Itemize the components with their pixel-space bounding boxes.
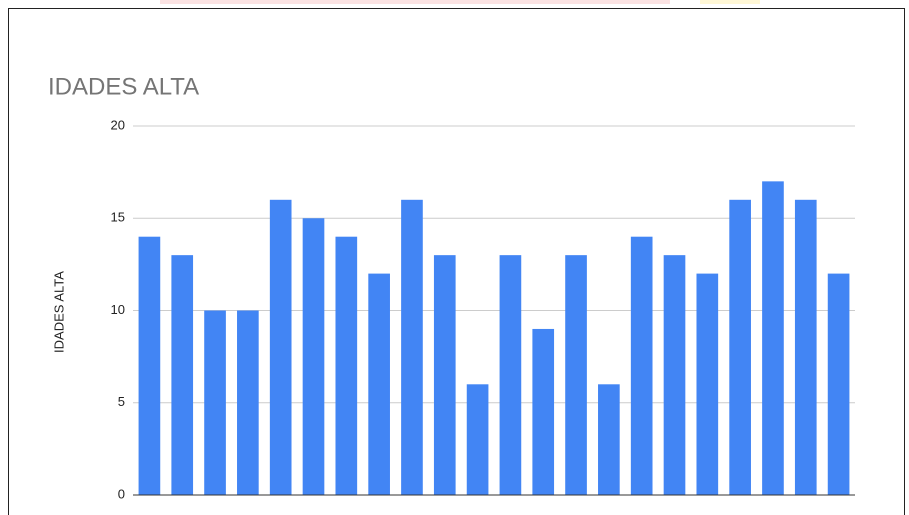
top-strip — [160, 0, 670, 4]
y-tick-label: 10 — [111, 302, 125, 317]
bar — [138, 236, 161, 495]
y-tick-label: 0 — [118, 486, 125, 501]
y-axis-label: IDADES ALTA — [51, 271, 66, 353]
bar — [729, 199, 751, 496]
bar — [433, 255, 456, 495]
bar — [368, 273, 390, 495]
bar — [598, 384, 620, 495]
y-tick-label: 15 — [111, 210, 125, 225]
bar — [302, 218, 325, 495]
top-strip — [700, 0, 760, 4]
bar — [237, 310, 259, 495]
bar — [171, 255, 194, 495]
bar — [335, 236, 358, 495]
bar — [269, 199, 292, 496]
bar — [466, 384, 489, 495]
bar — [499, 255, 522, 495]
bar — [401, 199, 423, 496]
bar — [532, 328, 555, 495]
bar — [794, 199, 817, 496]
bar — [565, 255, 587, 495]
y-tick-label: 20 — [111, 117, 125, 132]
bar — [762, 181, 784, 495]
bar — [696, 273, 719, 495]
bar — [204, 310, 226, 495]
chart-title: IDADES ALTA — [48, 73, 199, 100]
bar — [663, 255, 686, 495]
bar — [827, 273, 850, 495]
y-tick-label: 5 — [118, 394, 125, 409]
bar — [630, 236, 653, 495]
